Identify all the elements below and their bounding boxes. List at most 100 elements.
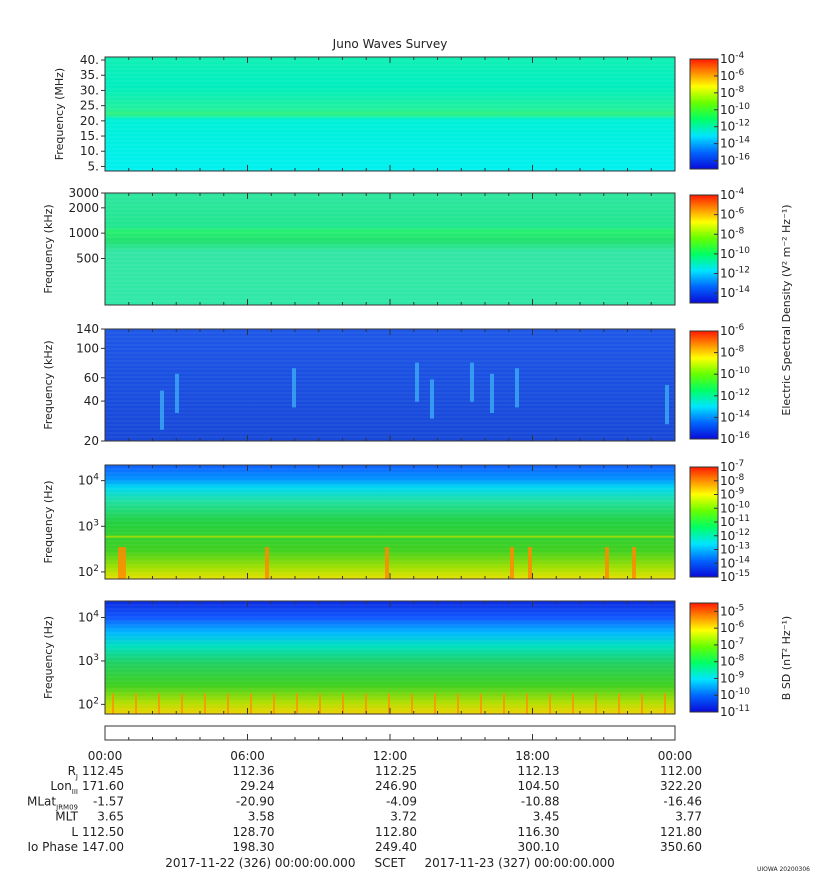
colorbar-tick-label: 10-14 xyxy=(720,409,750,424)
time-tick-label: 06:00 xyxy=(230,749,265,763)
colorbar-tick-label: 10-4 xyxy=(720,187,745,202)
emission-burst xyxy=(319,693,321,714)
colorbar-tick-label: 10-8 xyxy=(720,226,745,241)
ephemeris-value: 3.65 xyxy=(97,810,124,824)
ephemeris-value: -1.57 xyxy=(93,794,124,808)
emission-burst xyxy=(227,693,229,714)
panel-3: 140 100 60 40 20 Frequency (kHz) 10-6 10-8 10-10… xyxy=(42,322,750,448)
emission-burst xyxy=(265,547,269,579)
emission-burst xyxy=(595,693,597,714)
ephemeris-value: -4.09 xyxy=(386,794,417,808)
time-tick-label: 00:00 xyxy=(88,749,123,763)
y-tick-label: 103 xyxy=(78,518,99,533)
y-tick-label: 35. xyxy=(80,68,99,82)
colorbar-tick-label: 10-10 xyxy=(720,102,750,117)
emission-burst xyxy=(549,693,551,714)
y-tick-label: 104 xyxy=(78,473,99,488)
ephemeris-value: 112.25 xyxy=(375,764,417,778)
y-tick-label: 102 xyxy=(78,696,99,711)
colorbar-tick-label: 10-14 xyxy=(720,285,750,300)
emission-burst xyxy=(273,693,275,714)
electric-colorbar-title: Electric Spectral Density (V² m⁻² Hz⁻¹) xyxy=(780,204,793,415)
colorbar-tick-label: 10-5 xyxy=(720,603,744,618)
colorbar-tick-label: 10-7 xyxy=(720,637,744,652)
footer-label: SCET xyxy=(374,856,406,870)
y-tick-label: 15. xyxy=(80,129,99,143)
ephemeris-value: 112.36 xyxy=(233,764,275,778)
version-stamp: UIOWA 20200306 xyxy=(756,866,810,873)
emission-burst xyxy=(503,693,505,714)
emission-burst xyxy=(572,693,574,714)
ephemeris-value: 3.72 xyxy=(390,810,417,824)
y-axis-label: Frequency (kHz) xyxy=(42,340,55,429)
emission-burst xyxy=(122,547,126,579)
emission-line xyxy=(105,535,675,538)
ephemeris-value: 116.30 xyxy=(518,825,560,839)
y-tick-label: 103 xyxy=(78,653,99,668)
colorbar-2 xyxy=(689,194,719,304)
y-tick-label: 25. xyxy=(80,99,99,113)
y-tick-label: 20. xyxy=(80,114,99,128)
colorbar-tick-label: 10-6 xyxy=(720,323,745,338)
ephemeris-value: 300.10 xyxy=(518,840,560,854)
emission-burst xyxy=(457,693,459,714)
colorbar-tick-label: 10-6 xyxy=(720,207,745,222)
panel-1: 5.10.15.20.25. 30.35.40. Frequency (MHz) 10… xyxy=(53,51,750,173)
y-tick-label: 20 xyxy=(84,434,99,448)
ephemeris-value: 3.58 xyxy=(248,810,275,824)
magnetic-colorbar-title: B SD (nT² Hz⁻¹) xyxy=(780,616,793,700)
emission-burst xyxy=(411,693,413,714)
emission-burst xyxy=(342,693,344,714)
y-tick-label: 140 xyxy=(76,322,99,336)
emission-burst xyxy=(470,362,474,402)
emission-burst xyxy=(632,547,636,579)
colorbar-tick-label: 10-8 xyxy=(720,654,745,669)
colorbar-tick-label: 10-11 xyxy=(720,514,750,529)
emission-burst xyxy=(112,693,114,714)
emission-burst xyxy=(296,693,298,714)
emission-burst xyxy=(510,547,514,579)
footer-start: 2017-11-22 (326) 00:00:00.000 xyxy=(165,856,356,870)
emission-burst xyxy=(292,368,296,408)
colorbar-tick-label: 10-12 xyxy=(720,528,750,543)
emission-burst xyxy=(160,390,164,430)
ephemeris-value: 112.80 xyxy=(375,825,417,839)
emission-burst xyxy=(528,547,532,579)
ephemeris-label: L xyxy=(71,825,78,839)
colorbar-1 xyxy=(689,58,719,170)
y-tick-label: 30. xyxy=(80,83,99,97)
y-axis-label: Frequency (kHz) xyxy=(42,204,55,293)
colorbar-tick-label: 10-8 xyxy=(720,345,745,360)
emission-burst xyxy=(388,693,390,714)
y-tick-label: 2000 xyxy=(68,201,99,215)
scet-footer: 2017-11-22 (326) 00:00:00.000 SCET 2017-… xyxy=(0,856,780,870)
ephemeris-value: 121.80 xyxy=(660,825,702,839)
colorbar-tick-label: 10-12 xyxy=(720,119,750,134)
ephemeris-label: MLatJRM09 xyxy=(27,794,78,811)
emission-burst xyxy=(385,547,389,579)
ephemeris-value: -10.88 xyxy=(521,794,560,808)
time-tick-label: 18:00 xyxy=(515,749,550,763)
colorbar-tick-label: 10-6 xyxy=(720,620,745,635)
emission-burst xyxy=(204,693,206,714)
y-tick-label: 100 xyxy=(76,341,99,355)
panel-4: 104 103 102 Frequency (Hz) 10-710-810-910-10… xyxy=(42,459,750,584)
ephemeris-value: 3.77 xyxy=(675,810,702,824)
ephemeris-value: 112.50 xyxy=(82,825,124,839)
colorbar-tick-label: 10-12 xyxy=(720,388,750,403)
emission-burst xyxy=(118,547,122,579)
colorbar-tick-label: 10-16 xyxy=(720,431,750,446)
y-tick-label: 3000 xyxy=(68,186,99,200)
emission-burst xyxy=(665,385,669,425)
time-tick-label: 12:00 xyxy=(373,749,408,763)
colorbar-tick-label: 10-8 xyxy=(720,85,745,100)
emission-burst xyxy=(250,693,252,714)
ephemeris-value: 350.60 xyxy=(660,840,702,854)
ephemeris-value: 112.00 xyxy=(660,764,702,778)
colorbar-tick-label: 10-9 xyxy=(720,670,745,685)
y-tick-label: 104 xyxy=(78,610,99,625)
y-axis-label: Frequency (Hz) xyxy=(42,481,55,564)
